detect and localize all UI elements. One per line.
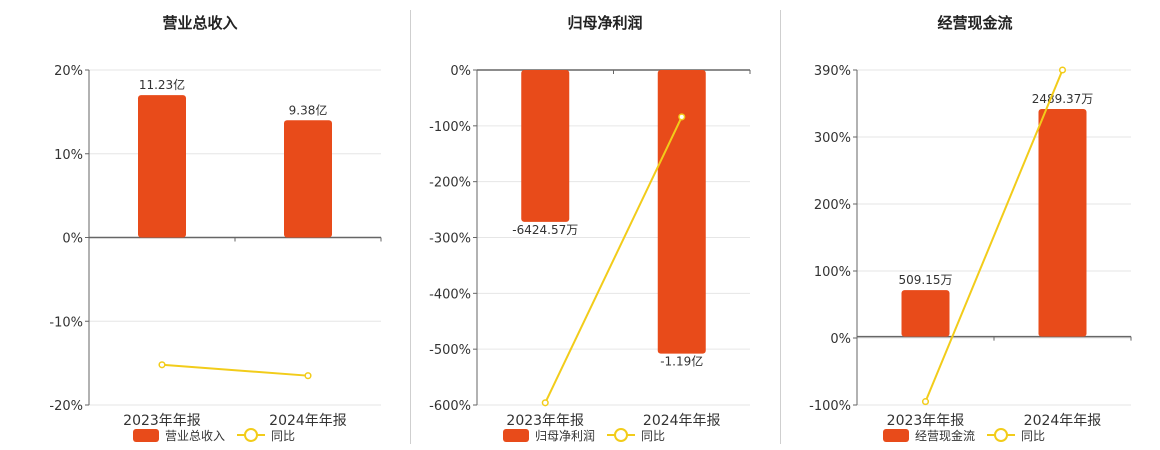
y-tick-label: -500%	[429, 343, 471, 358]
chart-legend: 经营现金流 同比	[883, 426, 1045, 444]
y-tick-label: -100%	[809, 399, 851, 414]
y-tick-label: 10%	[54, 148, 83, 163]
bar	[901, 290, 950, 337]
panel-divider	[410, 10, 411, 444]
data-label: 2489.37万	[1032, 92, 1094, 106]
series-point	[304, 372, 312, 380]
bar	[284, 120, 332, 238]
chart-title: 营业总收入	[162, 14, 238, 32]
chart-plot: 20% 10% 0% -10% -20% 2023年年报 2024年年报 11.23亿 9.38…	[49, 64, 382, 429]
y-tick-label: -10%	[49, 315, 83, 330]
series-point	[158, 361, 166, 369]
series-point	[1058, 66, 1067, 74]
series-point	[541, 399, 549, 407]
y-tick-label: 390%	[814, 64, 851, 79]
y-tick-label: 0%	[62, 232, 83, 247]
chart-title: 归母净利润	[567, 14, 643, 32]
legend-line-label: 同比	[271, 428, 296, 443]
data-label: 509.15万	[899, 273, 953, 287]
chart-panel-cash-flow: 经营现金流	[790, 0, 1160, 450]
chart-panel-revenue: 营业总收入 20% 10% 0% -10% -20% 2023年年报 2024年年报 11.2…	[0, 0, 400, 450]
data-label: 9.38亿	[289, 102, 328, 117]
chart-legend: 归母净利润 同比	[503, 426, 665, 444]
y-tick-label: -20%	[49, 399, 83, 414]
y-tick-label: 300%	[814, 131, 851, 146]
legend-bar-label: 归母净利润	[535, 428, 596, 443]
y-tick-label: 20%	[54, 64, 83, 79]
x-tick-label: 2023年年报	[887, 413, 965, 429]
data-label: -6424.57万	[512, 223, 578, 237]
legend-line-swatch	[987, 428, 1016, 442]
bar	[1038, 108, 1087, 337]
y-tick-label: -200%	[429, 176, 471, 191]
y-tick-label: 0%	[450, 64, 471, 79]
bar	[521, 70, 570, 222]
x-tick-label: 2023年年报	[123, 413, 201, 429]
chart-plot: 0% -100% -200% -300% -400% -500% -600% 2023年年报 2…	[429, 64, 751, 429]
x-tick-label: 2024年年报	[1024, 413, 1102, 429]
panel-divider	[780, 10, 781, 444]
chart-plot: 390% 300% 200% 100% 0% -100% 2023年年报 2024年年报 509…	[809, 64, 1132, 429]
legend-bar-label: 经营现金流	[915, 428, 976, 443]
y-tick-label: -400%	[429, 287, 471, 302]
series-line	[161, 363, 309, 377]
legend-bar-swatch	[503, 428, 529, 442]
chart-legend: 营业总收入 同比	[133, 426, 295, 444]
legend-line-swatch	[607, 428, 636, 442]
chart-title: 经营现金流	[937, 14, 1013, 32]
data-label: 11.23亿	[139, 77, 185, 92]
legend-bar-swatch	[883, 428, 909, 442]
series-point	[678, 113, 686, 121]
y-tick-label: -300%	[429, 232, 471, 247]
y-tick-label: 200%	[814, 198, 851, 213]
legend-bar-label: 营业总收入	[165, 428, 226, 443]
chart-panel-net-profit: 归母净利润	[385, 0, 775, 450]
legend-bar-swatch	[133, 428, 159, 442]
y-tick-label: 100%	[814, 265, 851, 280]
series-line	[924, 69, 1064, 402]
data-label: -1.19亿	[660, 354, 703, 369]
series-point	[921, 398, 930, 406]
legend-line-label: 同比	[641, 428, 666, 443]
legend-line-swatch	[237, 428, 266, 442]
x-tick-label: 2024年年报	[643, 413, 721, 429]
series-line	[544, 116, 683, 404]
y-tick-label: -100%	[429, 120, 471, 135]
legend-line-label: 同比	[1021, 428, 1046, 443]
x-tick-label: 2024年年报	[269, 413, 347, 429]
x-tick-label: 2023年年报	[506, 413, 584, 429]
y-tick-label: -600%	[429, 399, 471, 414]
bar	[138, 95, 186, 238]
y-tick-label: 0%	[830, 332, 851, 347]
